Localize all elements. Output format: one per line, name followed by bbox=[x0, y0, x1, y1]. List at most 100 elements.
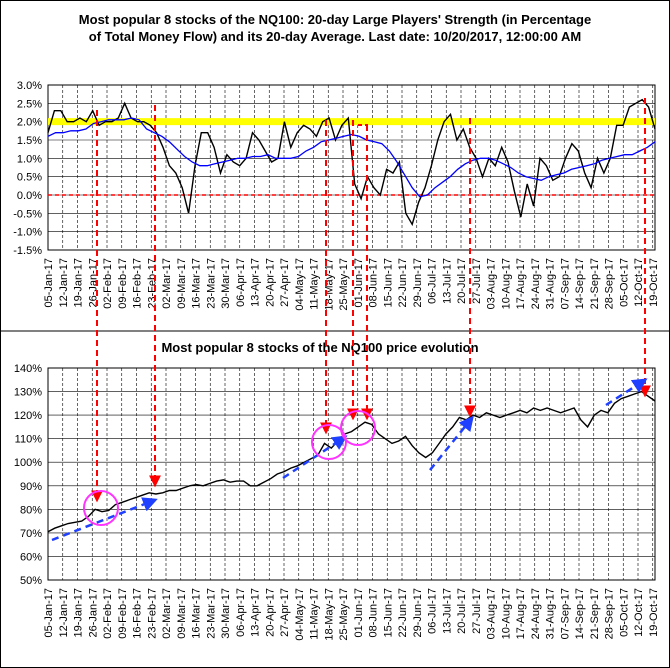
highlight-circle bbox=[311, 424, 347, 460]
top-x-tick-label: 20-Jul-17 bbox=[456, 258, 468, 304]
top-x-tick-label: 06-Jul-17 bbox=[427, 258, 439, 304]
bottom-y-tick-label: 70% bbox=[20, 528, 42, 540]
bottom-x-tick-label: 09-Feb-17 bbox=[117, 588, 129, 639]
top-x-tick-label: 21-Sep-17 bbox=[589, 258, 601, 309]
top-series-line-0 bbox=[47, 98, 656, 227]
top-x-tick-label: 09-Mar-17 bbox=[176, 258, 188, 309]
bottom-x-tick-label: 07-Sep-17 bbox=[559, 588, 571, 639]
top-x-tick-label: 13-Apr-17 bbox=[250, 258, 262, 307]
top-x-tick-label: 27-Jul-17 bbox=[471, 258, 483, 304]
bottom-x-tick-label: 17-Aug-17 bbox=[515, 588, 527, 639]
bottom-x-tick-label: 08-Jun-17 bbox=[368, 588, 380, 638]
bottom-x-tick-label: 06-Jul-17 bbox=[427, 588, 439, 634]
bottom-x-tick-label: 20-Apr-17 bbox=[264, 588, 276, 637]
chart-layer: 3.0% 2.5% 2.0% 1.5% 1.0% 0.5% 0.0% -0.5% -1.0% -1… bbox=[13, 80, 660, 641]
bottom-x-tick-label: 06-Apr-17 bbox=[235, 588, 247, 637]
top-x-tick-label: 19-Jan-17 bbox=[73, 258, 85, 308]
top-x-tick-label: 12-Oct-17 bbox=[633, 258, 645, 307]
bottom-y-tick-label: 120% bbox=[14, 410, 42, 422]
bottom-x-tick-label: 05-Oct-17 bbox=[618, 588, 630, 637]
top-x-tick-label: 29-Jun-17 bbox=[412, 258, 424, 308]
top-x-tick-label: 30-Mar-17 bbox=[220, 258, 232, 309]
top-chart-title-line2: of Total Money Flow) and its 20-day Aver… bbox=[89, 29, 581, 44]
bottom-x-tick-label: 26-Jan-17 bbox=[87, 588, 99, 638]
bottom-x-tick-label: 10-Aug-17 bbox=[500, 588, 512, 639]
bottom-x-tick-label: 23-Feb-17 bbox=[146, 588, 158, 639]
top-plot-frame bbox=[47, 84, 656, 251]
bottom-x-tick-label: 29-Jun-17 bbox=[412, 588, 424, 638]
bottom-x-tick-label: 25-May-17 bbox=[338, 588, 350, 641]
top-y-tick-label: -1.0% bbox=[13, 227, 42, 239]
top-y-tick-label: 0.5% bbox=[17, 172, 42, 184]
top-series-line-1 bbox=[47, 117, 656, 198]
bottom-plot-frame bbox=[47, 367, 656, 581]
top-x-tick-label: 13-Jul-17 bbox=[441, 258, 453, 304]
top-x-tick-label: 06-Apr-17 bbox=[235, 258, 247, 307]
top-y-tick-label: -0.5% bbox=[13, 208, 42, 220]
bottom-x-tick-label: 01-Jun-17 bbox=[353, 588, 365, 638]
top-x-tick-label: 02-Feb-17 bbox=[102, 258, 114, 309]
bottom-x-tick-label: 09-Mar-17 bbox=[176, 588, 188, 639]
bottom-x-tick-label: 30-Mar-17 bbox=[220, 588, 232, 639]
bottom-x-tick-label: 15-Jun-17 bbox=[382, 588, 394, 638]
blue-trend-arrow bbox=[51, 497, 158, 542]
top-y-tick-label: 1.0% bbox=[17, 153, 42, 165]
bottom-y-tick-label: 140% bbox=[14, 363, 42, 375]
top-x-tick-label: 09-Feb-17 bbox=[117, 258, 129, 309]
bottom-x-tick-label: 04-May-17 bbox=[294, 588, 306, 641]
bottom-x-tick-label: 16-Feb-17 bbox=[132, 588, 144, 639]
top-x-tick-label: 27-Apr-17 bbox=[279, 258, 291, 307]
bottom-x-tick-label: 12-Jan-17 bbox=[58, 588, 70, 638]
bottom-x-tick-label: 28-Sep-17 bbox=[604, 588, 616, 639]
blue-trend-arrow bbox=[282, 435, 348, 480]
top-x-tick-label: 03-Aug-17 bbox=[486, 258, 498, 309]
bottom-x-tick-label: 11-May-17 bbox=[309, 588, 321, 640]
top-x-tick-label: 07-Sep-17 bbox=[559, 258, 571, 309]
bottom-x-tick-label: 24-Aug-17 bbox=[530, 588, 542, 639]
top-y-tick-label: 2.0% bbox=[17, 117, 42, 129]
bottom-series-line-0 bbox=[47, 390, 656, 533]
top-x-tick-label: 20-Apr-17 bbox=[264, 258, 276, 307]
top-x-tick-label: 28-Sep-17 bbox=[604, 258, 616, 309]
top-y-tick-label: 1.5% bbox=[17, 135, 42, 147]
top-y-tick-label: 3.0% bbox=[17, 80, 42, 92]
top-x-tick-label: 01-Jun-17 bbox=[353, 258, 365, 308]
bottom-x-tick-label: 16-Mar-17 bbox=[191, 588, 203, 639]
top-x-tick-label: 10-Aug-17 bbox=[500, 258, 512, 309]
bottom-chart-title: Most popular 8 stocks of the NQ100 price… bbox=[161, 340, 478, 355]
highlight-circle bbox=[83, 490, 119, 526]
top-x-tick-label: 19-Oct-17 bbox=[648, 258, 660, 307]
top-x-tick-label: 16-Mar-17 bbox=[191, 258, 203, 309]
bottom-x-tick-label: 22-Jun-17 bbox=[397, 588, 409, 638]
bottom-x-tick-label: 20-Jul-17 bbox=[456, 588, 468, 634]
bottom-x-tick-label: 27-Jul-17 bbox=[471, 588, 483, 634]
top-x-tick-label: 15-Jun-17 bbox=[382, 258, 394, 308]
top-x-tick-label: 17-Aug-17 bbox=[515, 258, 527, 309]
top-x-tick-label: 25-May-17 bbox=[338, 258, 350, 311]
bottom-x-tick-label: 19-Oct-17 bbox=[648, 588, 660, 637]
top-y-tick-label: -1.5% bbox=[13, 245, 42, 257]
bottom-x-tick-label: 05-Jan-17 bbox=[43, 588, 55, 638]
top-y-tick-label: 2.5% bbox=[17, 98, 42, 110]
highlight-circle bbox=[340, 410, 376, 446]
top-chart-title-line1: Most popular 8 stocks of the NQ100: 20-d… bbox=[79, 12, 591, 27]
bottom-y-tick-label: 60% bbox=[20, 551, 42, 563]
bottom-y-tick-label: 100% bbox=[14, 457, 42, 469]
bottom-x-tick-label: 18-May-17 bbox=[323, 588, 335, 641]
top-x-tick-label: 11-May-17 bbox=[309, 258, 321, 310]
bottom-x-tick-label: 12-Oct-17 bbox=[633, 588, 645, 637]
bottom-y-tick-label: 90% bbox=[20, 481, 42, 493]
top-x-tick-label: 14-Sep-17 bbox=[574, 258, 586, 309]
top-y-tick-label: 0.0% bbox=[17, 190, 42, 202]
bottom-y-tick-label: 80% bbox=[20, 504, 42, 516]
bottom-x-tick-label: 02-Mar-17 bbox=[161, 588, 173, 639]
top-x-tick-label: 08-Jun-17 bbox=[368, 258, 380, 308]
bottom-y-tick-label: 110% bbox=[15, 434, 43, 446]
top-x-tick-label: 31-Aug-17 bbox=[545, 258, 557, 309]
top-x-tick-label: 04-May-17 bbox=[294, 258, 306, 311]
bottom-y-tick-label: 50% bbox=[20, 575, 42, 587]
bottom-x-tick-label: 14-Sep-17 bbox=[574, 588, 586, 639]
